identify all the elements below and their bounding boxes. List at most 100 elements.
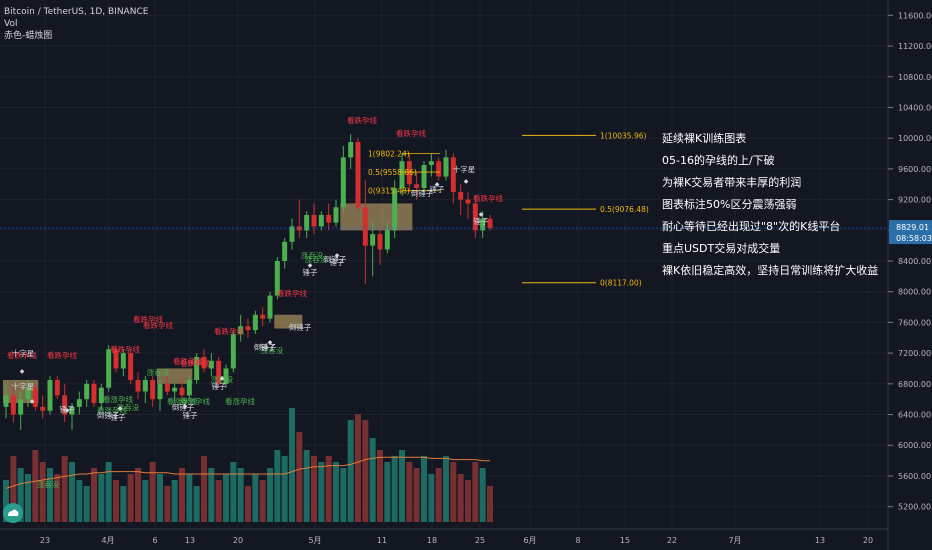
candle-body: [406, 161, 412, 185]
pattern-label: 锤子: [212, 381, 227, 391]
fib-level-label: 1(10035.96): [600, 131, 646, 140]
volume-bar: [450, 462, 457, 522]
pattern-marker-icon: ◆: [335, 252, 340, 259]
volume-bar: [487, 486, 493, 522]
candle-body: [3, 395, 9, 407]
candle-body: [333, 207, 339, 223]
candle-body: [18, 399, 24, 415]
bar-countdown: 08:58:03: [896, 234, 932, 243]
volume-bar: [362, 420, 369, 522]
candle-body: [106, 349, 112, 388]
pattern-label: 倒锤子: [289, 322, 312, 332]
indicator-label[interactable]: 赤色-蜡烛图: [4, 31, 53, 41]
time-tick-label: 23: [40, 536, 50, 545]
time-tick-label: 4月: [101, 536, 114, 545]
pattern-label: 锤子: [330, 257, 345, 267]
candle-body: [296, 226, 302, 231]
volume-bar: [91, 468, 97, 522]
pattern-label: 看跌孕线: [143, 320, 173, 330]
candle-body: [76, 399, 82, 407]
pattern-label: 十字星: [12, 348, 35, 358]
price-tick-label: 9600.00: [898, 165, 931, 174]
candle-body: [421, 165, 427, 189]
candle-body: [428, 161, 434, 166]
volume-bar: [105, 462, 112, 522]
time-tick-label: 22: [667, 536, 677, 545]
volume-bar: [325, 456, 332, 522]
volume-bar: [98, 474, 105, 522]
volume-bar: [303, 450, 310, 522]
volume-moving-average: [5, 456, 490, 489]
pattern-label: 涨吞没: [147, 367, 170, 377]
candle-body: [487, 218, 493, 229]
candle-body: [186, 379, 192, 396]
volume-bar: [267, 468, 273, 522]
volume-bar: [193, 486, 200, 522]
volume-bar: [142, 480, 149, 522]
price-tick-label: 7200.00: [898, 349, 931, 358]
pattern-label: 看跌孕线: [47, 350, 77, 360]
chart-header: Bitcoin / TetherUS, 1D, BINANCE Vol 赤色-蜡…: [4, 6, 148, 42]
volume-bar: [311, 456, 317, 522]
pattern-label: 倒锤子: [172, 402, 195, 412]
candle-body: [128, 353, 134, 380]
pattern-label: 涨吞没: [211, 374, 234, 384]
candle-body: [370, 234, 376, 246]
fib-level-label: 0(8117.00): [600, 279, 642, 288]
candle-body: [458, 191, 464, 200]
volume-bar: [135, 468, 141, 522]
volume-label[interactable]: Vol: [4, 19, 18, 29]
candle-body: [399, 161, 405, 189]
pattern-label: 看跌孕线: [347, 115, 377, 125]
candle-body: [91, 383, 97, 404]
symbol-title[interactable]: Bitcoin / TetherUS, 1D, BINANCE: [4, 7, 149, 17]
volume-bar: [274, 450, 281, 522]
price-tick-label: 11200.00: [898, 42, 932, 51]
time-tick-label: 8: [575, 536, 580, 545]
volume-bar: [201, 456, 207, 522]
price-tick-label: 5200.00: [898, 503, 931, 512]
pattern-label: 看涨孕线: [97, 405, 127, 415]
pattern-label: 锤子: [261, 342, 276, 352]
pattern-marker-icon: ◆: [308, 262, 313, 269]
pattern-label: 十字星: [12, 381, 35, 391]
pattern-label: 锤子: [183, 410, 198, 420]
time-tick-label: 13: [815, 536, 825, 545]
candle-body: [326, 214, 332, 223]
pattern-label: 锤子: [60, 404, 75, 414]
tradingview-logo-icon[interactable]: [3, 503, 23, 523]
price-tick-label: 6800.00: [898, 380, 931, 389]
candle-body: [289, 226, 295, 242]
annotation-line: 耐心等待已经出现过"8"次的K线平台: [662, 220, 841, 233]
annotation-line: 05-16的孕线的上/下破: [662, 154, 775, 167]
pattern-label: 涨吞没: [301, 250, 324, 260]
candle-body: [32, 387, 38, 407]
candle-body: [318, 214, 324, 227]
time-tick-label: 18: [427, 536, 437, 545]
time-tick-label: 20: [863, 536, 873, 545]
volume-bar: [10, 456, 17, 522]
volume-bar: [259, 480, 266, 522]
pattern-label: 看跌孕线: [396, 128, 426, 138]
fib-level-label: 1(9802.24): [368, 149, 410, 158]
chart-grid: [0, 0, 888, 529]
annotation-line: 重点USDT交易对成交量: [662, 242, 781, 255]
time-tick-label: 7月: [728, 536, 741, 545]
fib-level-label: 0.5(9076.48): [600, 205, 649, 214]
volume-bar: [457, 474, 464, 522]
price-tick-label: 5600.00: [898, 472, 931, 481]
volume-bar: [399, 450, 405, 522]
volume-bars: [3, 408, 493, 522]
pattern-label: 看涨孕线: [167, 396, 197, 406]
pattern-label: 倒锤子: [324, 254, 347, 264]
price-tick-label: 8400.00: [898, 257, 931, 266]
candle-body: [113, 349, 119, 369]
candle-body: [311, 214, 317, 227]
fibonacci-levels: 1(10035.96) 0.5(9076.48) 0(8117.00) 1(9802.…: [368, 131, 649, 287]
pattern-label: 看跌孕线: [110, 344, 140, 354]
volume-bar: [76, 480, 83, 522]
volume-bar: [3, 480, 9, 522]
time-tick-label: 5月: [308, 536, 321, 545]
